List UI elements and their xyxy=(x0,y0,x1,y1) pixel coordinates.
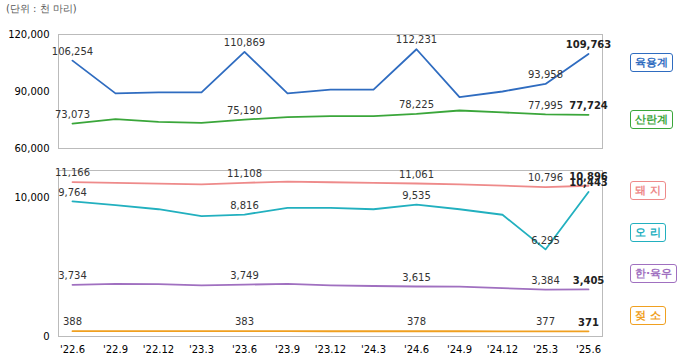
html-text:(단위 : 천 마리): (단위 : 천 마리) xyxy=(6,3,77,14)
svg-text:'24.9: '24.9 xyxy=(447,344,472,355)
svg-text:'24.12: '24.12 xyxy=(487,344,518,355)
svg-text:9,764: 9,764 xyxy=(58,187,87,198)
svg-text:0: 0 xyxy=(43,331,49,342)
svg-text:11,061: 11,061 xyxy=(399,169,434,180)
svg-text:377: 377 xyxy=(536,316,555,327)
html-text:한·육우: 한·육우 xyxy=(635,267,673,281)
svg-text:'23.12: '23.12 xyxy=(315,344,346,355)
svg-text:78,225: 78,225 xyxy=(399,99,434,110)
html-text:오 리: 오 리 xyxy=(635,225,661,239)
svg-text:90,000: 90,000 xyxy=(15,86,50,97)
svg-text:9,535: 9,535 xyxy=(402,190,431,201)
html-text:돼 지: 돼 지 xyxy=(635,184,661,198)
svg-text:3,405: 3,405 xyxy=(573,275,605,286)
svg-text:'22.12: '22.12 xyxy=(143,344,174,355)
svg-text:77,724: 77,724 xyxy=(569,100,608,111)
svg-text:10,000: 10,000 xyxy=(15,192,50,203)
html-text:젖 소: 젖 소 xyxy=(635,308,661,322)
svg-text:6,295: 6,295 xyxy=(531,235,560,246)
svg-text:3,749: 3,749 xyxy=(230,270,259,281)
svg-text:10,443: 10,443 xyxy=(569,177,608,188)
svg-text:'25.3: '25.3 xyxy=(533,344,558,355)
svg-text:8,816: 8,816 xyxy=(230,200,259,211)
svg-text:120,000: 120,000 xyxy=(8,29,49,40)
svg-text:11,108: 11,108 xyxy=(227,168,262,179)
svg-text:'22.9: '22.9 xyxy=(103,344,128,355)
svg-text:3,734: 3,734 xyxy=(58,270,87,281)
html-text:육용계: 육용계 xyxy=(635,56,668,69)
svg-text:'25.6: '25.6 xyxy=(576,344,601,355)
svg-text:'23.3: '23.3 xyxy=(189,344,214,355)
svg-text:73,073: 73,073 xyxy=(55,109,90,120)
svg-text:371: 371 xyxy=(578,317,599,328)
svg-text:'24.6: '24.6 xyxy=(404,344,429,355)
svg-text:106,254: 106,254 xyxy=(52,46,93,57)
svg-text:11,166: 11,166 xyxy=(55,167,90,178)
svg-text:60,000: 60,000 xyxy=(15,143,50,154)
svg-text:110,869: 110,869 xyxy=(224,37,265,48)
svg-text:388: 388 xyxy=(63,316,82,327)
svg-text:'23.9: '23.9 xyxy=(275,344,300,355)
svg-text:10,796: 10,796 xyxy=(528,172,563,183)
svg-text:3,615: 3,615 xyxy=(402,272,431,283)
svg-text:75,190: 75,190 xyxy=(227,105,262,116)
svg-text:77,995: 77,995 xyxy=(528,100,563,111)
svg-text:'23.6: '23.6 xyxy=(232,344,257,355)
svg-text:93,958: 93,958 xyxy=(528,69,563,80)
svg-text:109,763: 109,763 xyxy=(566,39,612,50)
svg-text:3,384: 3,384 xyxy=(531,275,560,286)
svg-text:112,231: 112,231 xyxy=(396,34,437,45)
svg-text:383: 383 xyxy=(235,316,254,327)
svg-text:'22.6: '22.6 xyxy=(60,344,85,355)
html-text:산란계: 산란계 xyxy=(635,113,668,126)
svg-text:'24.3: '24.3 xyxy=(361,344,386,355)
svg-text:378: 378 xyxy=(407,316,426,327)
